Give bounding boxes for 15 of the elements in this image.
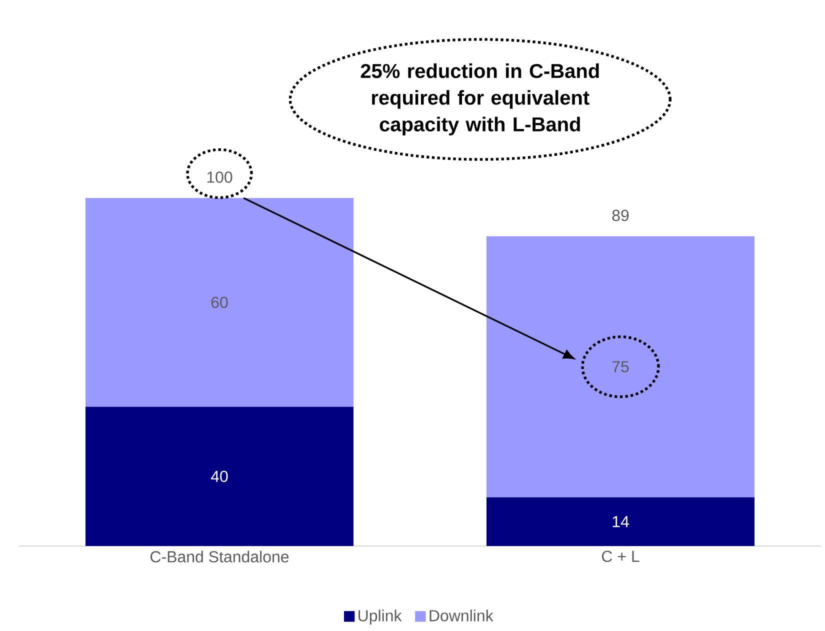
bar xyxy=(486,236,754,498)
bar xyxy=(86,198,354,407)
text: 25% reduction in C-Band required for equivalent capacity with L-Band xyxy=(360,63,599,136)
x-tick-label: C + L xyxy=(602,550,640,562)
total-label: 89 xyxy=(612,210,629,222)
legend-label: Uplink xyxy=(358,610,402,625)
data-label: 40 xyxy=(210,470,228,482)
bar xyxy=(486,497,754,546)
x-tick-label: C-Band Standalone xyxy=(150,550,289,562)
legend-label: Downlink xyxy=(430,610,494,622)
data-label: 14 xyxy=(612,516,629,528)
bar xyxy=(86,406,354,546)
total-label: 100 xyxy=(207,172,232,183)
data-label: 60 xyxy=(211,296,228,308)
data-label: 75 xyxy=(612,361,629,372)
